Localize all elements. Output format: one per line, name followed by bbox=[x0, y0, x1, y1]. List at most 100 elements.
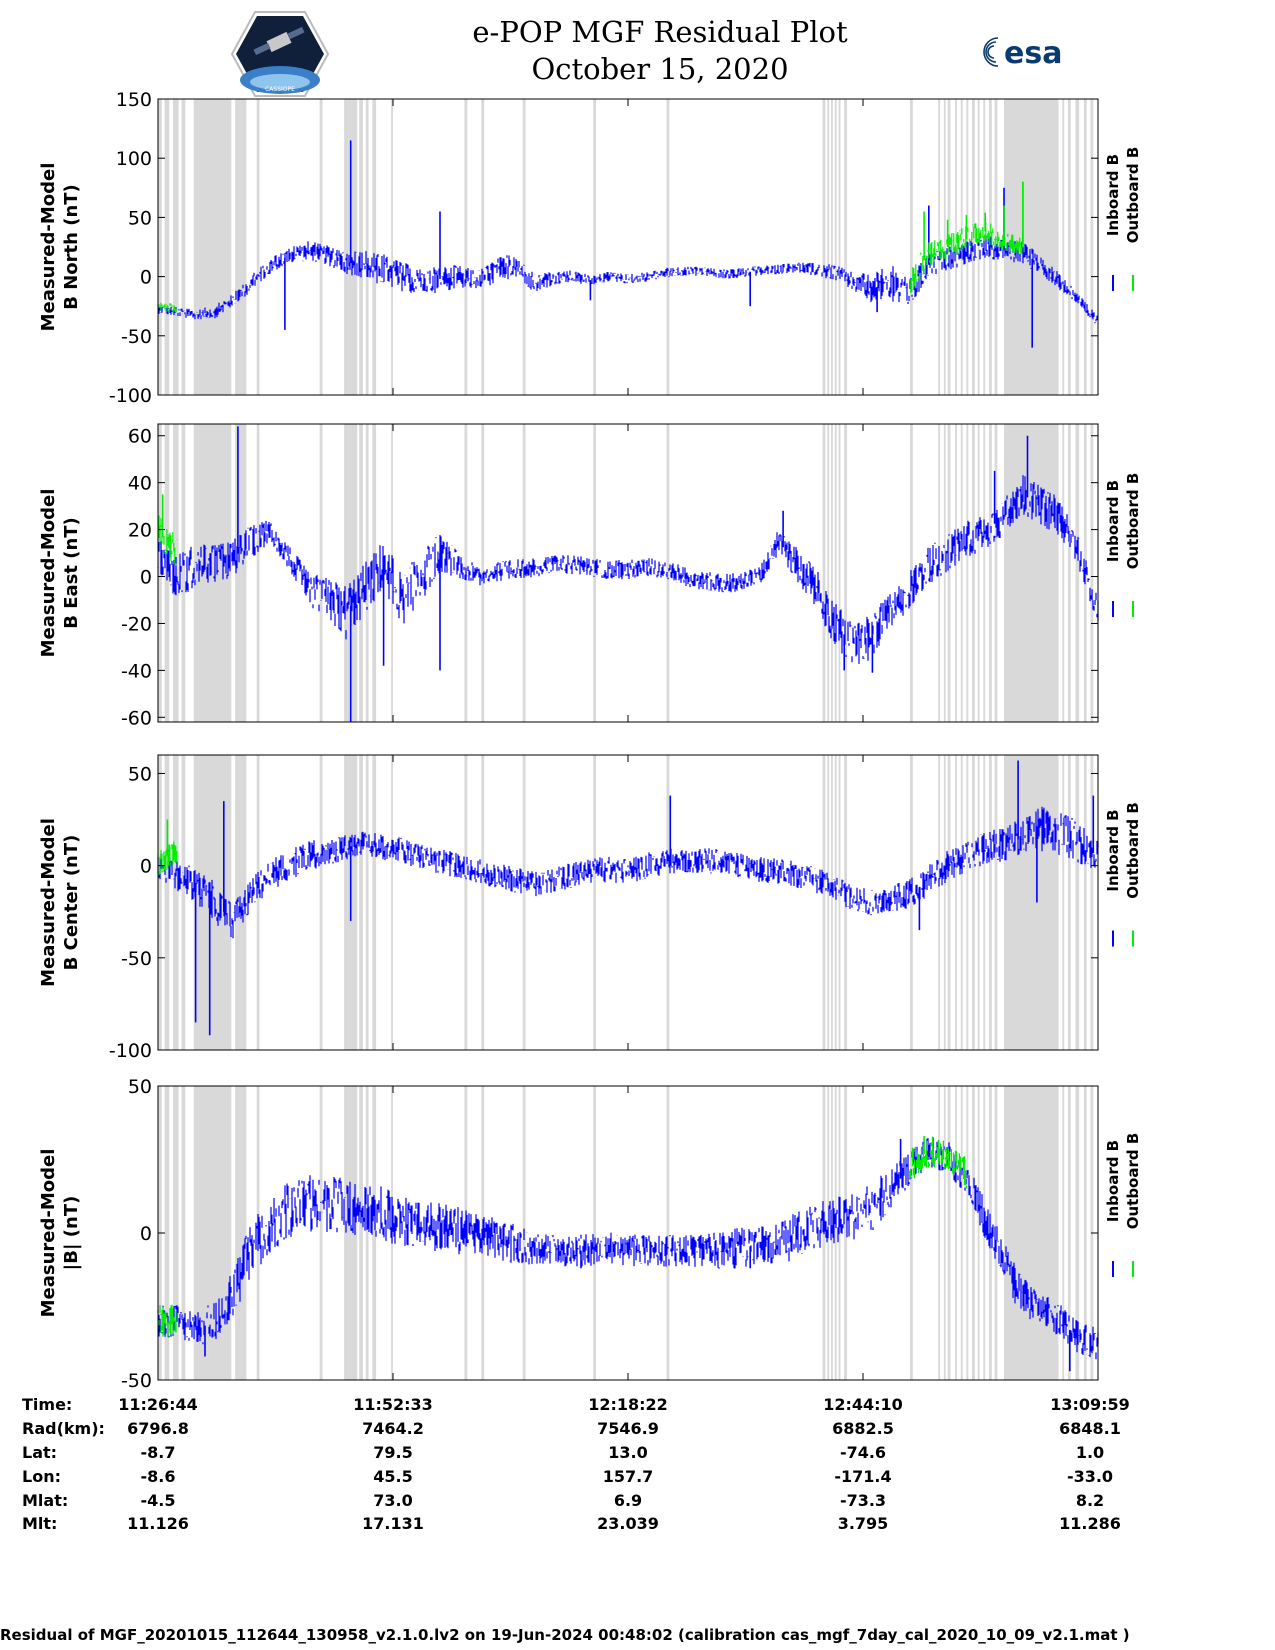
gap-band bbox=[351, 99, 358, 395]
y-tick-label: 50 bbox=[128, 763, 152, 785]
legend-outboard-label: Outboard B bbox=[1124, 1133, 1142, 1230]
y-axis-label: Measured-Model B North (nT) bbox=[38, 163, 82, 332]
gap-band bbox=[834, 755, 837, 1050]
gap-band bbox=[1090, 99, 1094, 395]
gap-band bbox=[481, 99, 485, 395]
y-tick-label: 50 bbox=[128, 1076, 152, 1098]
gap-band bbox=[365, 1086, 369, 1380]
gap-band bbox=[1075, 1086, 1080, 1380]
gap-band bbox=[943, 755, 946, 1050]
y-tick-label: -40 bbox=[121, 660, 152, 682]
gap-band bbox=[910, 1086, 913, 1380]
gap-band bbox=[359, 755, 363, 1050]
gap-band bbox=[947, 755, 951, 1050]
gap-band bbox=[666, 1086, 670, 1380]
ephemeris-value: 17.131 bbox=[362, 1514, 424, 1533]
y-tick-label: -60 bbox=[121, 707, 152, 729]
gap-band bbox=[983, 424, 986, 722]
y-tick-label: 60 bbox=[128, 426, 152, 448]
gap-band bbox=[346, 1086, 349, 1380]
ephemeris-value: 3.795 bbox=[837, 1514, 889, 1533]
ephemeris-value: 6882.5 bbox=[832, 1419, 894, 1438]
gap-band bbox=[346, 99, 349, 395]
gap-band bbox=[943, 1086, 946, 1380]
gap-band bbox=[181, 99, 186, 395]
ephemeris-value: 7546.9 bbox=[597, 1419, 659, 1438]
gap-band bbox=[1062, 1086, 1065, 1380]
y-axis-label-line-2: |B| (nT) bbox=[61, 1196, 82, 1271]
gap-band bbox=[158, 99, 162, 395]
legend-inboard-label: Inboard B bbox=[1104, 809, 1122, 891]
y-tick-label: 0 bbox=[140, 856, 152, 878]
y-tick-label: 50 bbox=[128, 207, 152, 229]
gap-band bbox=[344, 1086, 346, 1380]
gap-band bbox=[1004, 755, 1059, 1050]
gap-band bbox=[235, 424, 247, 722]
gap-band bbox=[977, 424, 980, 722]
gap-band bbox=[173, 1086, 179, 1380]
y-tick-label: 150 bbox=[116, 89, 152, 111]
gap-band bbox=[391, 755, 393, 1050]
legend-outboard-label: Outboard B bbox=[1124, 802, 1142, 899]
ephemeris-value: 1.0 bbox=[1075, 1443, 1105, 1462]
gap-band bbox=[834, 99, 837, 395]
ephemeris-value: 79.5 bbox=[373, 1443, 413, 1462]
gap-band bbox=[593, 1086, 597, 1380]
footer-caption: Residual of MGF_20201015_112644_130958_v… bbox=[0, 1626, 1130, 1644]
gap-band bbox=[1062, 99, 1065, 395]
y-tick-label: 20 bbox=[128, 520, 152, 542]
gap-band bbox=[522, 755, 526, 1050]
gap-band bbox=[372, 755, 377, 1050]
gap-band bbox=[910, 99, 913, 395]
gap-band bbox=[193, 424, 232, 722]
gap-band bbox=[831, 755, 833, 1050]
gap-band bbox=[822, 755, 826, 1050]
gap-band bbox=[972, 424, 975, 722]
gap-band bbox=[1067, 424, 1071, 722]
esa-logo: esa bbox=[976, 32, 1096, 72]
gap-band bbox=[966, 424, 969, 722]
legend-outboard-label: Outboard B bbox=[1124, 147, 1142, 244]
y-tick-label: 100 bbox=[116, 148, 152, 170]
y-axis-label-line-1: Measured-Model bbox=[38, 818, 59, 987]
y-tick-label: 0 bbox=[140, 567, 152, 589]
gap-band bbox=[346, 755, 349, 1050]
gap-band bbox=[593, 99, 597, 395]
gap-band bbox=[344, 755, 346, 1050]
y-axis-label-line-1: Measured-Model bbox=[38, 1149, 59, 1318]
y-tick-label: 0 bbox=[140, 1223, 152, 1245]
gap-band bbox=[181, 755, 186, 1050]
gap-band bbox=[173, 755, 179, 1050]
gap-band bbox=[977, 755, 980, 1050]
gap-band bbox=[938, 424, 941, 722]
ephemeris-value: 13:09:59 bbox=[1050, 1395, 1130, 1414]
gap-band bbox=[838, 424, 841, 722]
ephemeris-value: 12:18:22 bbox=[588, 1395, 668, 1414]
gap-band bbox=[838, 755, 841, 1050]
gap-band bbox=[372, 99, 377, 395]
esa-logo-text: esa bbox=[1004, 36, 1062, 71]
gap-band bbox=[955, 1086, 957, 1380]
gap-band bbox=[235, 755, 247, 1050]
gap-band bbox=[822, 424, 826, 722]
gap-band bbox=[994, 1086, 998, 1380]
gap-band bbox=[943, 424, 946, 722]
gap-band bbox=[351, 755, 358, 1050]
gap-band bbox=[666, 99, 670, 395]
gap-band bbox=[1075, 424, 1080, 722]
gap-band bbox=[994, 755, 998, 1050]
gap-band bbox=[319, 755, 323, 1050]
ephemeris-value: 157.7 bbox=[602, 1467, 654, 1486]
legend-inboard-label: Inboard B bbox=[1104, 154, 1122, 236]
gap-band bbox=[666, 424, 670, 722]
gap-band bbox=[960, 424, 963, 722]
y-tick-label: -50 bbox=[121, 326, 152, 348]
gap-band bbox=[164, 99, 170, 395]
ephemeris-value: 13.0 bbox=[608, 1443, 648, 1462]
gap-band bbox=[481, 755, 485, 1050]
gap-band bbox=[344, 99, 346, 395]
gap-band bbox=[193, 99, 232, 395]
y-axis-label: Measured-Model |B| (nT) bbox=[38, 1149, 82, 1318]
gap-band bbox=[1004, 424, 1059, 722]
